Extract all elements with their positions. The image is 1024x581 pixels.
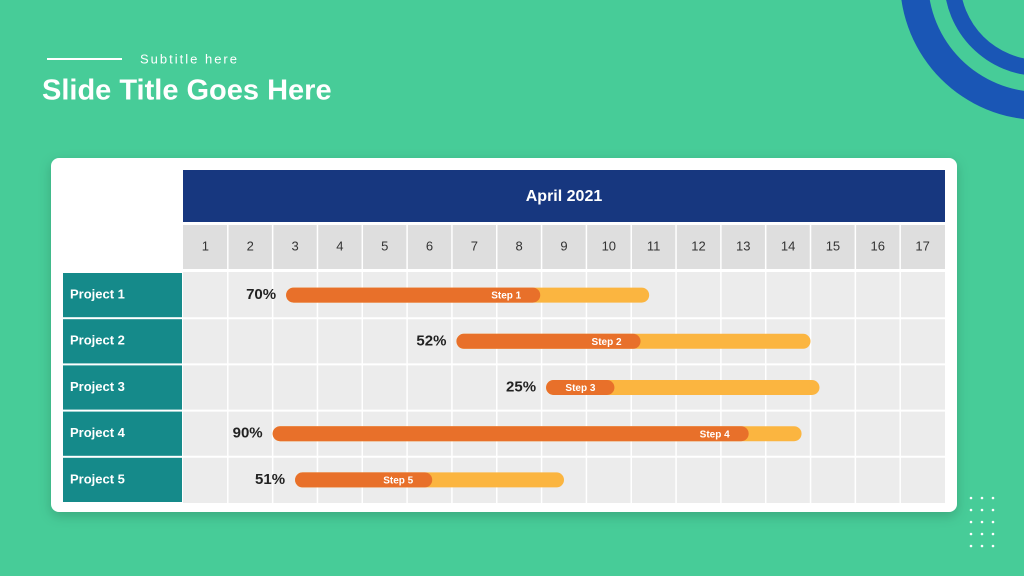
progress-label: 90% — [233, 425, 263, 442]
step-label: Step 3 — [565, 383, 595, 394]
x-tick-label: 17 — [915, 238, 929, 253]
x-tick-label: 2 — [247, 238, 254, 253]
x-tick-label: 8 — [516, 238, 523, 253]
x-tick-label: 3 — [291, 238, 298, 253]
project-cell — [63, 319, 182, 364]
title: Slide Title Goes Here — [42, 75, 332, 107]
project-label: Project 1 — [70, 287, 125, 302]
day-row — [183, 225, 945, 269]
project-cell — [63, 457, 182, 502]
x-tick-label: 7 — [471, 238, 478, 253]
progress-bar — [272, 426, 749, 442]
project-label: Project 4 — [70, 425, 126, 440]
x-tick-label: 6 — [426, 238, 433, 253]
x-tick-label: 13 — [736, 238, 750, 253]
x-tick-label: 9 — [560, 238, 567, 253]
progress-label: 25% — [506, 378, 536, 395]
x-tick-label: 10 — [602, 238, 616, 253]
x-tick-label: 1 — [202, 238, 209, 253]
project-label: Project 5 — [70, 471, 125, 486]
x-tick-label: 5 — [381, 238, 388, 253]
progress-label: 52% — [416, 332, 446, 349]
header: April 2021 — [526, 188, 603, 205]
decor-circle — [962, 0, 1024, 59]
progress-label: 51% — [255, 471, 285, 488]
project-label: Project 3 — [70, 379, 125, 394]
x-tick-label: 4 — [336, 238, 343, 253]
header-bar — [183, 170, 945, 222]
decor-dots — [969, 496, 995, 548]
x-tick-label: 14 — [781, 238, 795, 253]
subtitle: Subtitle here — [140, 51, 239, 66]
step-label: Step 5 — [383, 476, 413, 487]
project-cell — [63, 365, 182, 410]
x-tick-label: 12 — [691, 238, 705, 253]
step-label: Step 1 — [491, 291, 521, 302]
step-label: Step 2 — [592, 337, 622, 348]
progress-label: 70% — [246, 286, 276, 303]
project-label: Project 2 — [70, 333, 125, 348]
progress-bar — [546, 380, 615, 395]
project-cell — [63, 411, 182, 456]
x-tick-label: 15 — [826, 238, 840, 253]
step-label: Step 4 — [700, 429, 730, 440]
x-tick-label: 11 — [647, 238, 661, 253]
task-bar — [546, 380, 820, 395]
progress-bar — [295, 472, 433, 488]
x-tick-label: 16 — [871, 238, 885, 253]
progress-bar — [286, 287, 541, 303]
project-cell — [63, 273, 182, 318]
progress-bar — [456, 333, 641, 349]
